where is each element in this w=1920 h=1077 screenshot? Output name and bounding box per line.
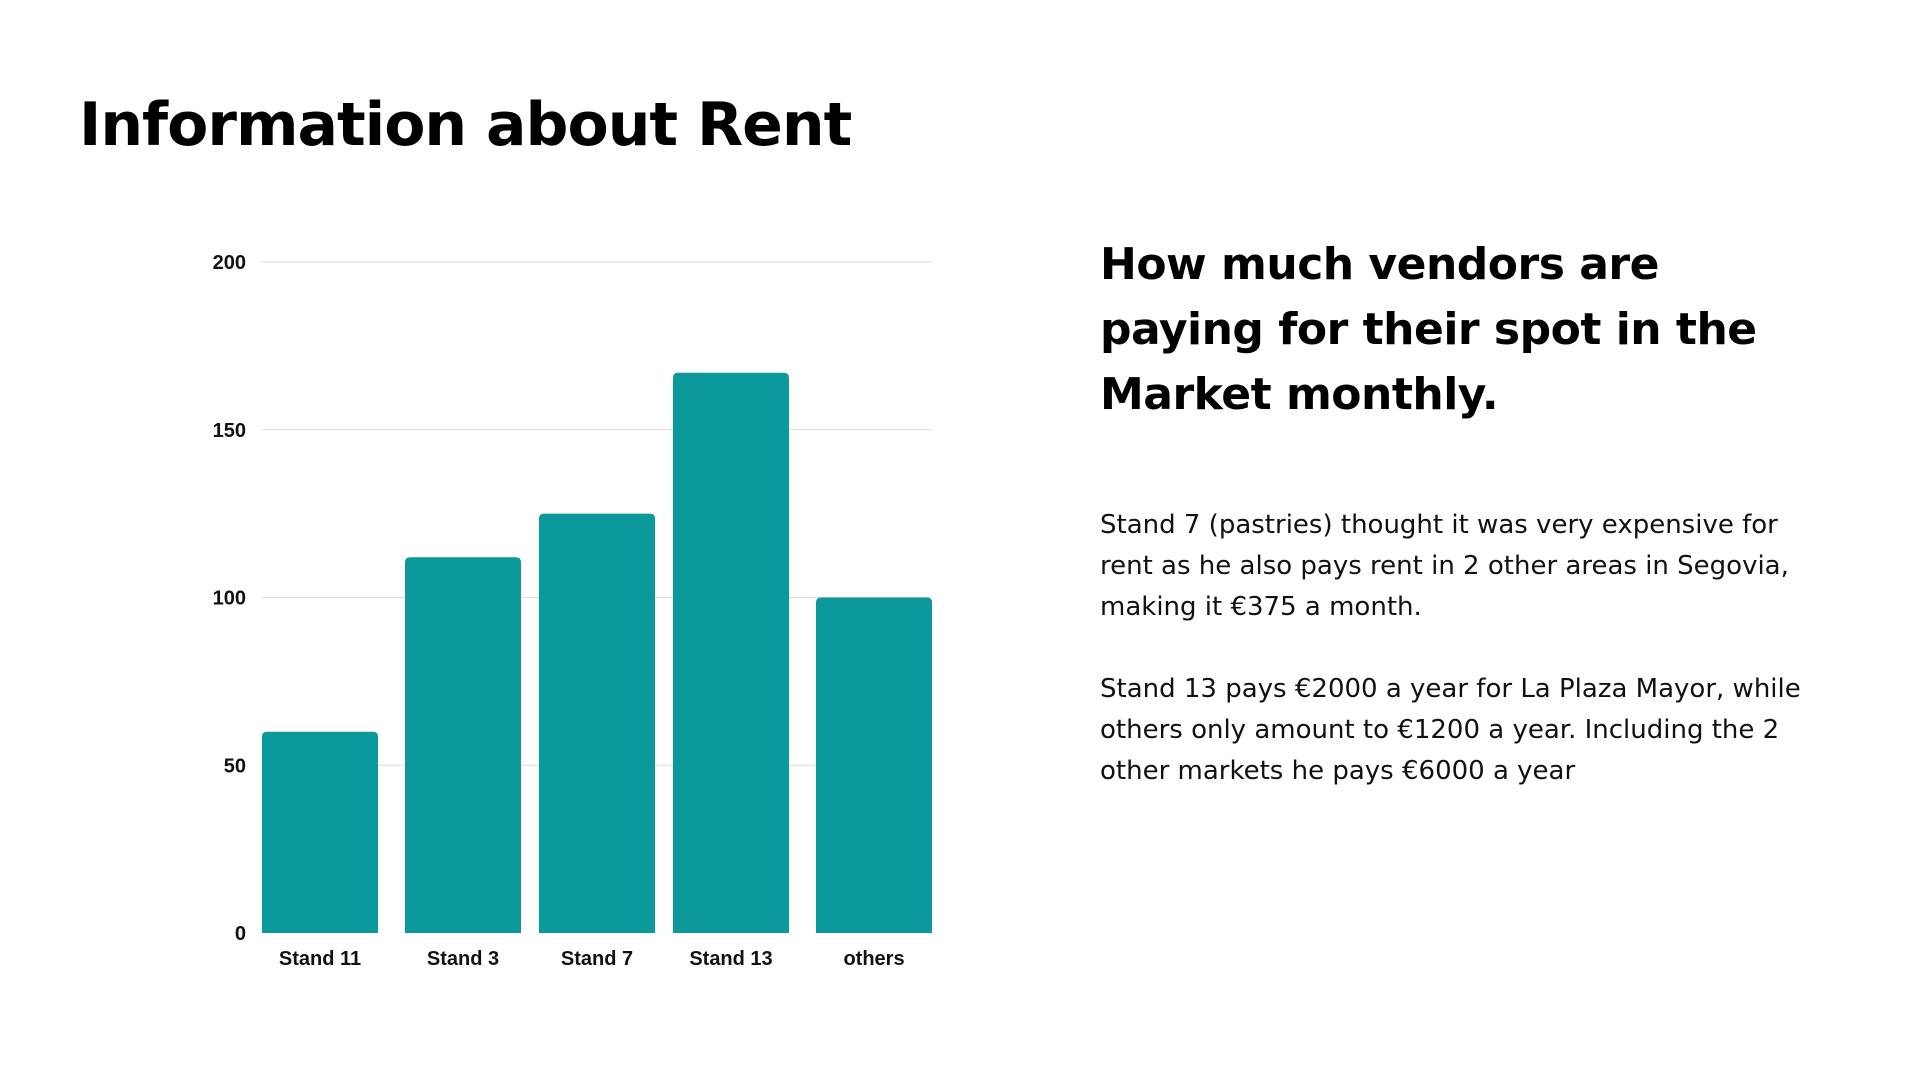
- x-tick-label: Stand 11: [279, 948, 361, 970]
- bar-stand-3: [405, 557, 521, 933]
- x-tick-label: Stand 7: [561, 948, 633, 970]
- y-tick-label: 150: [213, 420, 246, 442]
- paragraph-stand-7: Stand 7 (pastries) thought it was very e…: [1100, 510, 1789, 622]
- y-tick-label: 200: [213, 252, 246, 274]
- y-tick-label: 0: [235, 923, 246, 945]
- panel-heading: How much vendors are paying for their sp…: [1100, 239, 1757, 420]
- y-tick-label: 100: [213, 588, 246, 610]
- x-tick-label: Stand 3: [427, 948, 499, 970]
- y-tick-label: 50: [224, 755, 246, 777]
- bar-stand-11: [262, 731, 378, 933]
- slide-title: Information about Rent: [79, 90, 852, 160]
- chart-svg: 0 50 100 150 200 Stand 11 Stand 3 Stand 7 Stand …: [213, 252, 932, 970]
- info-panel: How much vendors are paying for their sp…: [1100, 232, 1820, 792]
- bar-stand-13: [673, 372, 789, 934]
- rent-bar-chart: 0 50 100 150 200 Stand 11 Stand 3 Stand 7 Stand …: [180, 230, 960, 990]
- x-tick-label: Stand 13: [689, 948, 772, 970]
- x-tick-label: others: [843, 948, 904, 970]
- bar-stand-7: [539, 513, 655, 933]
- paragraph-stand-13: Stand 13 pays €2000 a year for La Plaza …: [1100, 674, 1801, 786]
- bar-others: [816, 597, 932, 933]
